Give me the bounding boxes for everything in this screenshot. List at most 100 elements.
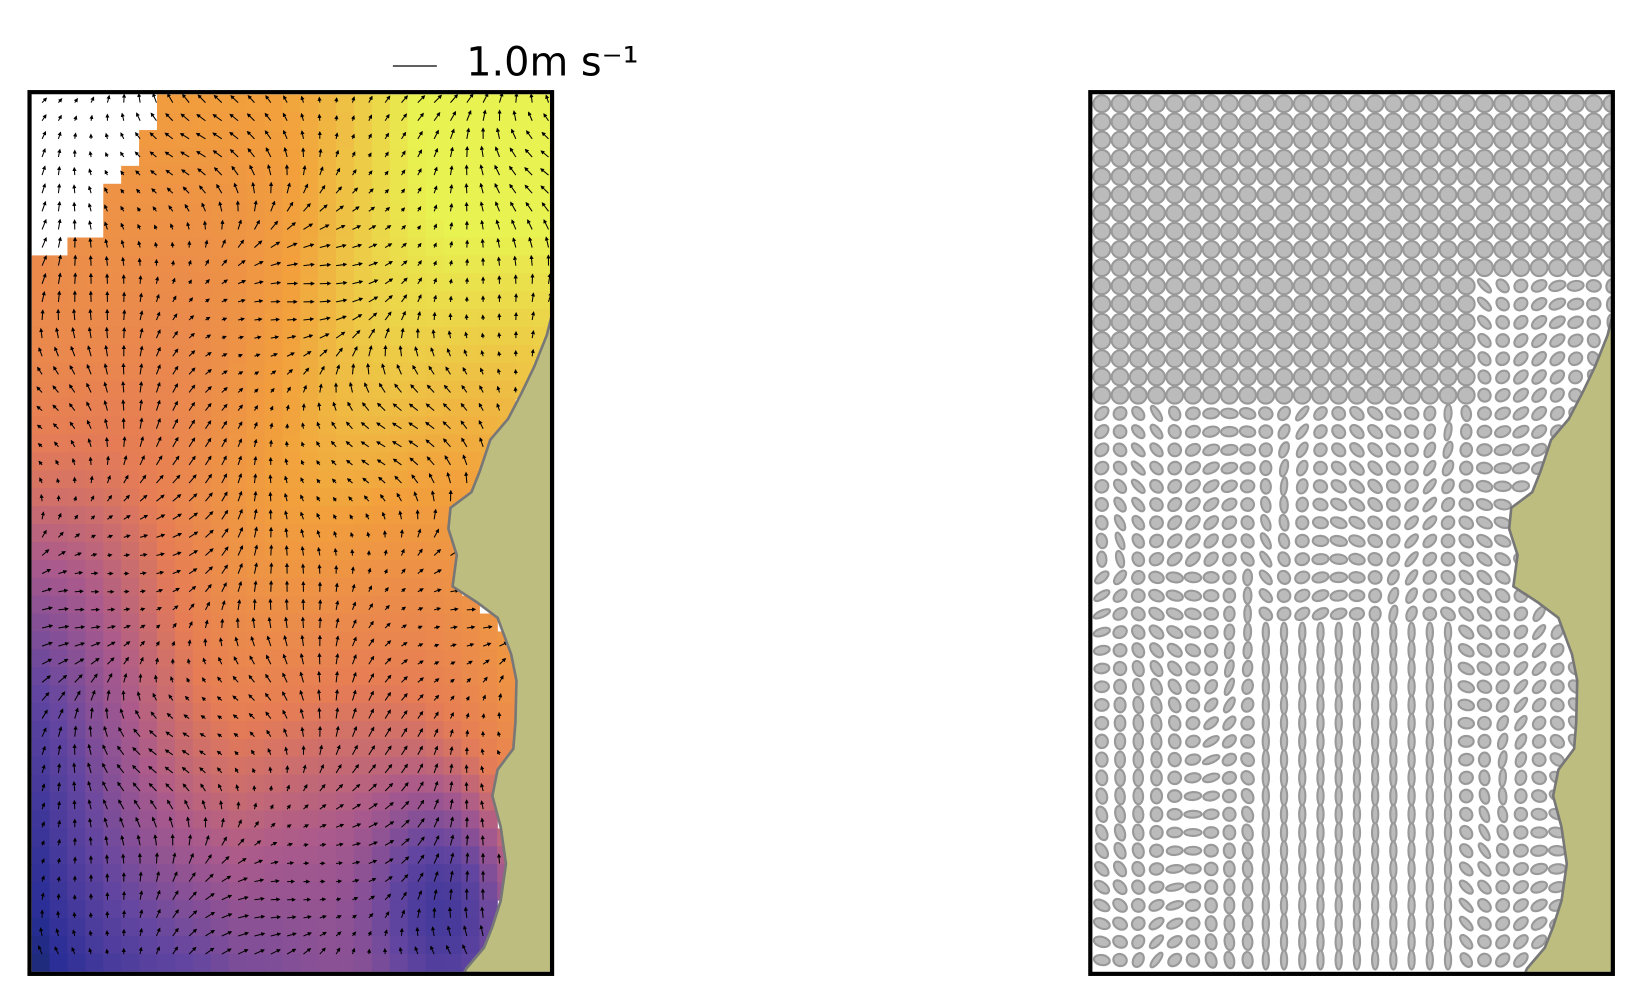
covariance-ellipse xyxy=(1443,858,1453,880)
field-cell xyxy=(174,828,194,847)
covariance-ellipse xyxy=(1201,754,1221,766)
field-cell xyxy=(425,452,445,471)
velocity-arrow xyxy=(237,353,243,358)
field-cell xyxy=(49,344,69,364)
covariance-ellipse xyxy=(1495,624,1511,640)
covariance-ellipse xyxy=(1407,767,1416,789)
covariance-ellipse xyxy=(1334,712,1343,734)
velocity-arrow xyxy=(303,350,312,357)
covariance-ellipse xyxy=(1389,785,1398,807)
velocity-arrow xyxy=(187,279,192,285)
field-cell xyxy=(353,470,373,489)
covariance-ellipse xyxy=(1240,715,1255,731)
covariance-ellipse xyxy=(1149,533,1164,549)
covariance-ellipse xyxy=(1294,405,1310,422)
covariance-ellipse xyxy=(1165,864,1185,874)
covariance-ellipse xyxy=(1529,258,1549,278)
field-cell xyxy=(425,792,445,812)
covariance-ellipse xyxy=(1367,533,1384,549)
covariance-ellipse xyxy=(1221,533,1237,549)
velocity-arrow xyxy=(384,295,393,303)
field-cell xyxy=(121,201,140,221)
field-cell xyxy=(67,595,86,615)
field-cell xyxy=(210,613,230,633)
velocity-arrow xyxy=(461,384,468,393)
velocity-arrow xyxy=(41,291,46,303)
covariance-ellipse xyxy=(1128,276,1148,296)
covariance-ellipse xyxy=(1147,276,1166,296)
field-cell xyxy=(246,792,266,812)
covariance-ellipse xyxy=(1223,659,1235,678)
field-cell xyxy=(443,900,463,919)
field-cell xyxy=(103,810,122,830)
covariance-ellipse xyxy=(1367,497,1383,513)
field-cell xyxy=(318,488,337,507)
covariance-ellipse xyxy=(1475,221,1494,241)
covariance-ellipse xyxy=(1256,167,1276,186)
covariance-ellipse xyxy=(1185,679,1201,695)
velocity-arrow xyxy=(318,616,323,629)
covariance-ellipse xyxy=(1292,331,1312,350)
velocity-arrow xyxy=(104,255,109,266)
covariance-ellipse xyxy=(1148,624,1165,640)
velocity-arrow xyxy=(496,368,501,375)
field-cell xyxy=(192,344,212,364)
field-cell xyxy=(407,452,427,471)
covariance-ellipse xyxy=(1183,845,1203,856)
covariance-ellipse xyxy=(1443,840,1453,862)
covariance-ellipse xyxy=(1092,626,1111,638)
field-cell xyxy=(192,183,212,203)
field-cell xyxy=(192,130,212,149)
covariance-ellipse xyxy=(1493,498,1513,511)
covariance-ellipse xyxy=(1476,296,1493,312)
field-cell xyxy=(407,237,427,257)
covariance-ellipse xyxy=(1495,661,1510,676)
velocity-arrow xyxy=(155,364,161,375)
field-cell xyxy=(85,398,104,418)
field-cell xyxy=(103,864,122,883)
covariance-ellipse xyxy=(1477,861,1492,877)
covariance-ellipse xyxy=(1240,787,1255,805)
covariance-ellipse xyxy=(1438,130,1458,150)
covariance-ellipse xyxy=(1457,643,1475,658)
velocity-arrow xyxy=(237,219,243,230)
covariance-ellipse xyxy=(1110,276,1130,296)
velocity-arrow xyxy=(171,277,176,284)
field-cell xyxy=(228,470,248,489)
velocity-arrow xyxy=(547,273,552,284)
velocity-arrow xyxy=(348,381,354,393)
covariance-ellipse xyxy=(1292,294,1312,314)
field-cell xyxy=(425,380,445,400)
covariance-ellipse xyxy=(1404,515,1420,531)
field-cell xyxy=(210,685,230,704)
velocity-arrow xyxy=(464,331,469,339)
covariance-ellipse xyxy=(1407,658,1416,679)
covariance-ellipse xyxy=(1352,931,1362,953)
covariance-ellipse xyxy=(1348,497,1366,512)
field-cell xyxy=(85,524,104,543)
covariance-ellipse xyxy=(1383,167,1403,186)
field-cell xyxy=(49,559,69,579)
field-cell xyxy=(192,917,212,937)
field-cell xyxy=(174,237,194,257)
field-cell xyxy=(228,738,248,758)
field-cell xyxy=(156,685,176,704)
velocity-arrow xyxy=(270,317,281,322)
covariance-ellipse xyxy=(1185,716,1201,731)
velocity-arrow xyxy=(303,262,315,267)
covariance-ellipse xyxy=(1274,130,1294,150)
covariance-ellipse xyxy=(1095,532,1109,550)
velocity-arrow xyxy=(69,364,76,375)
covariance-ellipse xyxy=(1459,806,1474,822)
covariance-ellipse xyxy=(1513,606,1529,622)
covariance-ellipse xyxy=(1316,949,1325,971)
field-cell xyxy=(389,291,409,310)
covariance-ellipse xyxy=(1511,443,1530,457)
field-cell xyxy=(103,577,122,597)
field-cell xyxy=(264,900,283,919)
velocity-arrow xyxy=(351,363,356,375)
field-cell xyxy=(67,810,86,830)
field-cell xyxy=(264,416,283,436)
covariance-ellipse xyxy=(1495,679,1510,695)
field-cell xyxy=(318,506,337,525)
